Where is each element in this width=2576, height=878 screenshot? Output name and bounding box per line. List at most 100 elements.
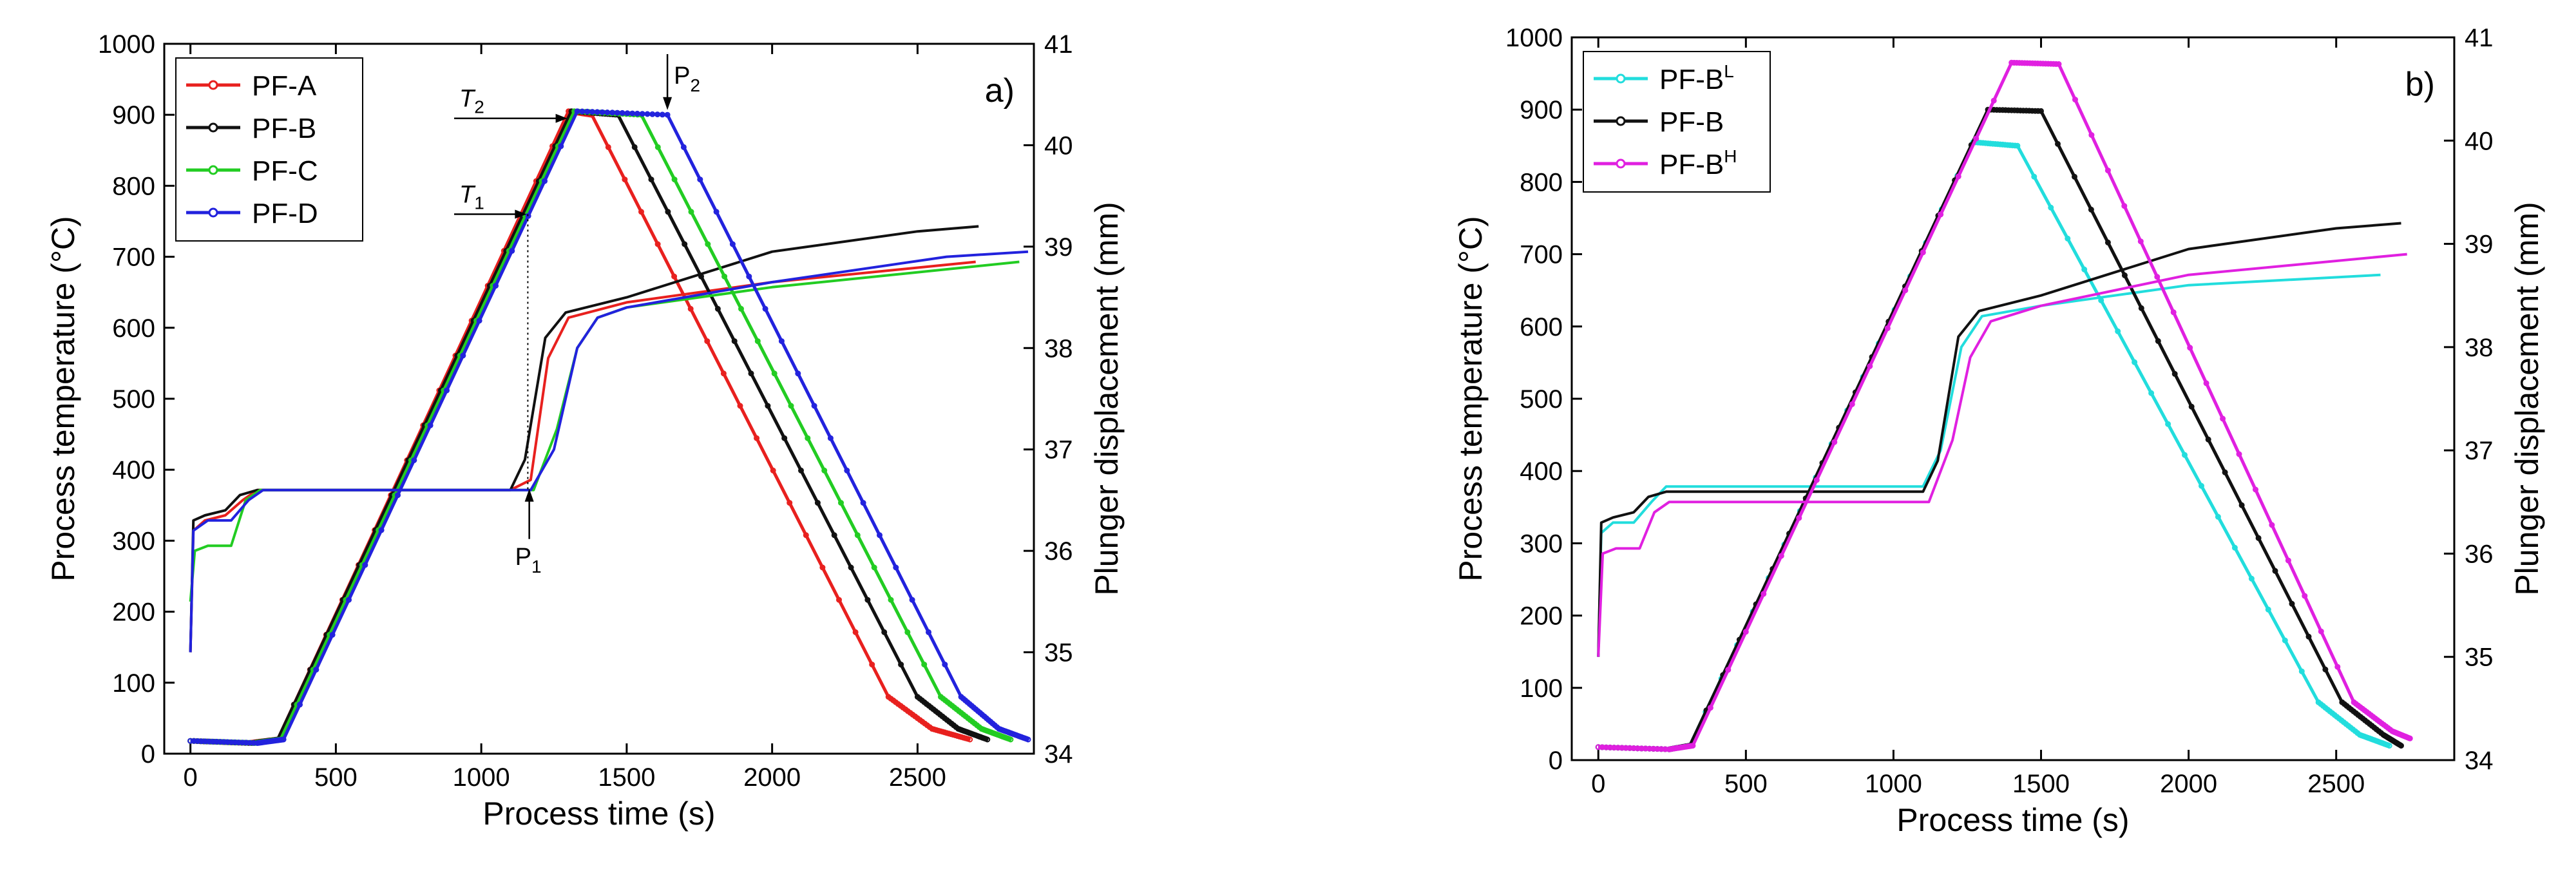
temperature-point <box>2008 59 2015 66</box>
temperature-point <box>209 738 216 745</box>
x-tick-label: 2500 <box>889 763 946 792</box>
temperature-point <box>881 629 888 635</box>
temperature-point <box>2104 239 2111 245</box>
x-tick-label: 2500 <box>2307 770 2365 798</box>
temperature-point <box>687 305 694 312</box>
temperature-point <box>2048 204 2054 211</box>
temperature-point <box>738 305 744 312</box>
temperature-point <box>1867 363 1873 369</box>
temperature-point <box>605 144 611 150</box>
temperature-point <box>1938 211 1944 218</box>
temperature-point <box>2272 568 2278 574</box>
temperature-point <box>2014 142 2021 149</box>
temperature-point <box>2048 61 2054 67</box>
temperature-point <box>2182 452 2188 458</box>
y-right-tick-label: 41 <box>2465 24 2494 52</box>
temperature-point <box>2238 502 2245 508</box>
temperature-point <box>654 144 661 150</box>
temperature-point <box>2055 140 2061 147</box>
temperature-point <box>754 338 761 345</box>
legend-entry-label: PF-A <box>252 70 317 102</box>
y-left-tick-label: 500 <box>112 385 155 414</box>
temperature-point <box>754 435 760 441</box>
temperature-point <box>664 111 671 118</box>
temperature-point <box>280 736 287 743</box>
temperature-point <box>671 177 678 183</box>
temperature-point <box>704 338 711 345</box>
temperature-point <box>2035 108 2041 114</box>
temperature-point <box>2137 238 2144 245</box>
legend-entry-label: PF-C <box>252 155 318 187</box>
y-left-tick-label: 200 <box>112 598 155 627</box>
y-left-axis-label: Process temperature (°C) <box>45 216 81 581</box>
x-tick-label: 0 <box>184 763 198 792</box>
temperature-point <box>2032 60 2038 66</box>
temperature-point <box>819 564 826 571</box>
temperature-point <box>2018 108 2023 114</box>
temperature-point <box>871 564 877 571</box>
temperature-point <box>2322 666 2329 673</box>
temperature-point <box>2034 61 2041 66</box>
displacement-line <box>189 260 976 653</box>
temperature-point <box>2203 380 2209 387</box>
legend-entry-label: PF-BL <box>1659 61 1734 95</box>
temperature-point <box>2132 359 2138 365</box>
temperature-point <box>2029 60 2036 66</box>
temperature-point <box>243 740 249 746</box>
chart-panel-1: 0 500 1000 1500 2000 2500 0 100 200 300 400 500 600 7… <box>45 30 1125 832</box>
temperature-point <box>714 305 721 312</box>
temperature-point <box>2104 167 2111 174</box>
annotation-label: P1 <box>515 544 542 577</box>
temperature-point <box>877 532 883 539</box>
temperature-point <box>631 144 638 150</box>
temperature-point <box>236 740 242 746</box>
temperature-point <box>2407 735 2413 741</box>
y-left-tick-label: 1000 <box>98 30 155 59</box>
temperature-point <box>852 629 859 635</box>
temperature-point <box>814 500 821 506</box>
temperature-point <box>2255 535 2262 541</box>
temperature-point <box>239 740 245 746</box>
temperature-point <box>2008 107 2015 113</box>
temperature-point <box>2154 274 2161 280</box>
temperature-point <box>1831 439 1838 445</box>
temperature-point <box>836 596 842 603</box>
annotation-subscript: 1 <box>474 193 484 213</box>
temperature-point <box>493 283 499 289</box>
temperature-point <box>2037 61 2043 67</box>
legend-marker <box>1616 158 1626 169</box>
series-pf-d <box>187 108 1031 746</box>
temperature-point <box>2171 370 2178 377</box>
temperature-point <box>746 273 752 280</box>
temperature-point <box>2024 60 2030 66</box>
temperature-point <box>671 273 678 280</box>
temperature-point <box>1994 107 2000 113</box>
temperature-point <box>2121 203 2128 209</box>
temperature-point <box>821 467 828 473</box>
y-right-tick-label: 41 <box>1044 30 1073 59</box>
temperature-point <box>731 338 738 345</box>
series-pf-b <box>1595 106 2404 752</box>
y-right-tick-label: 38 <box>1044 334 1073 363</box>
temperature-point <box>654 241 661 247</box>
y-right-tick-label: 39 <box>1044 233 1073 262</box>
temperature-point <box>2014 107 2021 113</box>
temperature-point <box>805 435 811 441</box>
series-pf-b-h <box>1595 59 2413 752</box>
temperature-point <box>869 662 875 668</box>
temperature-point <box>2318 628 2324 635</box>
temperature-point <box>854 532 861 539</box>
y-left-tick-label: 100 <box>1520 674 1563 703</box>
y-left-tick-label: 700 <box>1520 241 1563 269</box>
temperature-point <box>798 467 804 473</box>
temperature-point <box>2016 60 2023 66</box>
temperature-point <box>2170 309 2177 316</box>
displacement-line <box>189 225 979 653</box>
temperature-point <box>781 435 788 441</box>
y-left-tick-label: 200 <box>1520 602 1563 631</box>
temperature-point <box>1760 591 1767 597</box>
temperature-point <box>1973 135 1980 142</box>
temperature-point <box>2038 108 2044 114</box>
temperature-point <box>2220 415 2226 422</box>
temperature-point <box>460 352 466 359</box>
